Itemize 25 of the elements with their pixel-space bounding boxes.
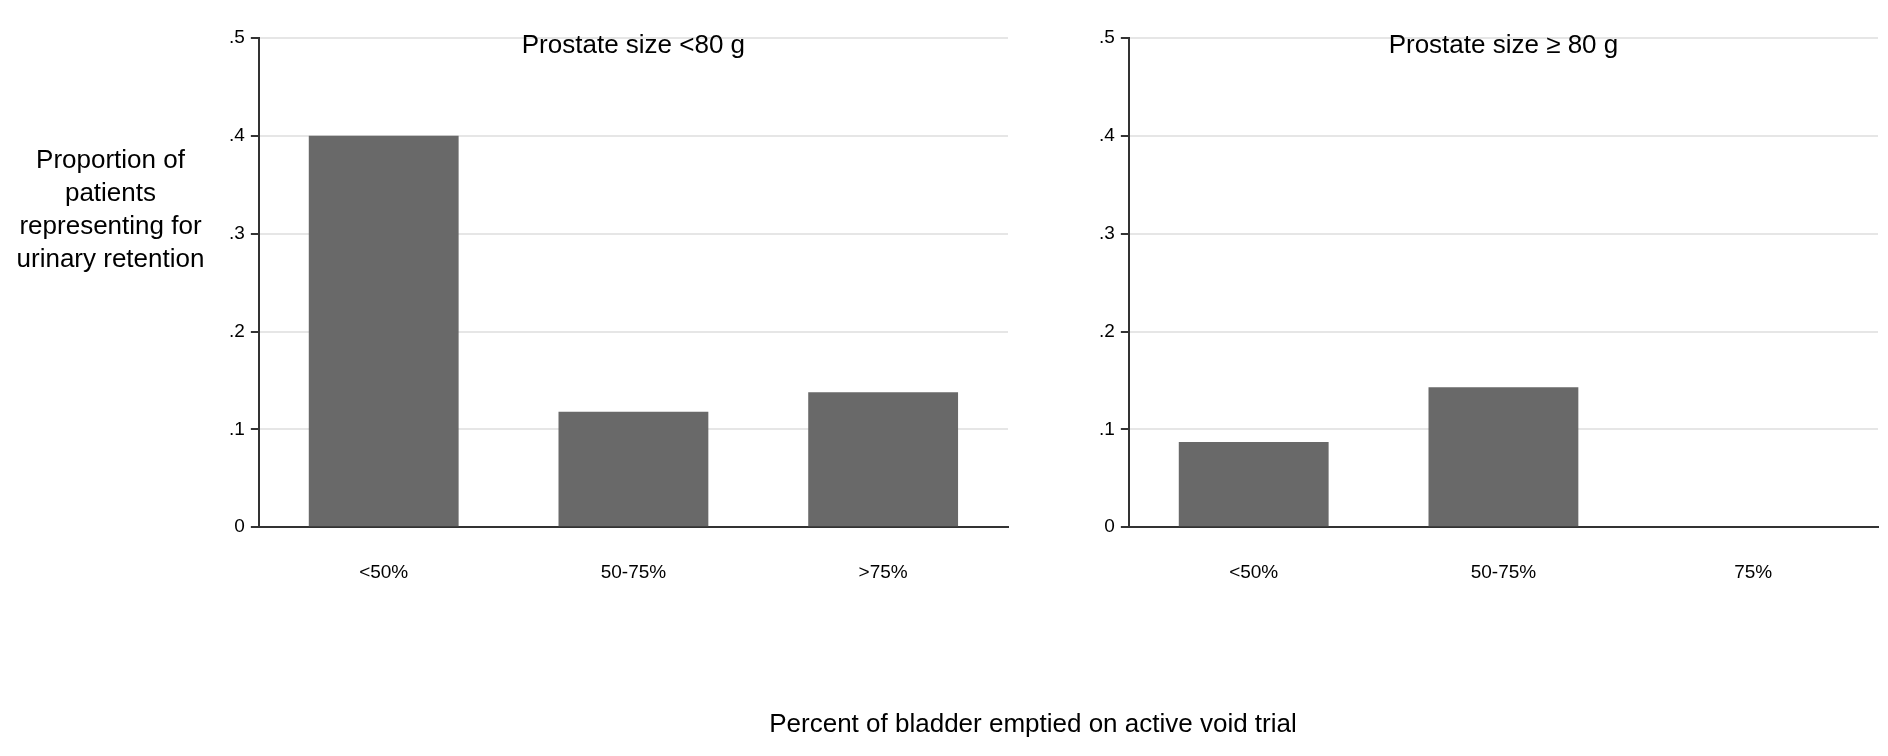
x-tick-label: <50% bbox=[1229, 560, 1279, 582]
y-tick-label: .4 bbox=[1098, 124, 1116, 146]
y-axis-title: Proportion of patients representing for urinary retention bbox=[15, 143, 206, 275]
y-tick-label: .2 bbox=[1098, 319, 1115, 341]
y-tick-label: 0 bbox=[1104, 515, 1115, 537]
chart-title: Prostate size <80 g bbox=[521, 29, 746, 60]
y-tick-label: .4 bbox=[228, 124, 246, 146]
x-tick-label: <50% bbox=[359, 560, 409, 582]
x-axis-title: Percent of bladder emptied on active void trial bbox=[768, 708, 1298, 739]
y-tick-label: .5 bbox=[1098, 26, 1115, 48]
x-tick-label: 50-75% bbox=[1470, 560, 1537, 582]
y-tick-label: .1 bbox=[1098, 417, 1115, 439]
y-tick-label: .1 bbox=[228, 417, 245, 439]
y-tick-label: 0 bbox=[234, 515, 245, 537]
bar bbox=[308, 135, 459, 527]
bar bbox=[808, 392, 959, 527]
chart-title: Prostate size ≥ 80 g bbox=[1388, 29, 1619, 60]
x-tick-label: 50-75% bbox=[600, 560, 667, 582]
x-tick-label: 75% bbox=[1734, 560, 1773, 582]
y-tick-label: .3 bbox=[1098, 221, 1115, 243]
bar bbox=[558, 411, 709, 527]
y-tick-label: .3 bbox=[228, 221, 245, 243]
x-tick-label: >75% bbox=[858, 560, 908, 582]
y-tick-label: .2 bbox=[228, 319, 245, 341]
y-tick-label: .5 bbox=[228, 26, 245, 48]
